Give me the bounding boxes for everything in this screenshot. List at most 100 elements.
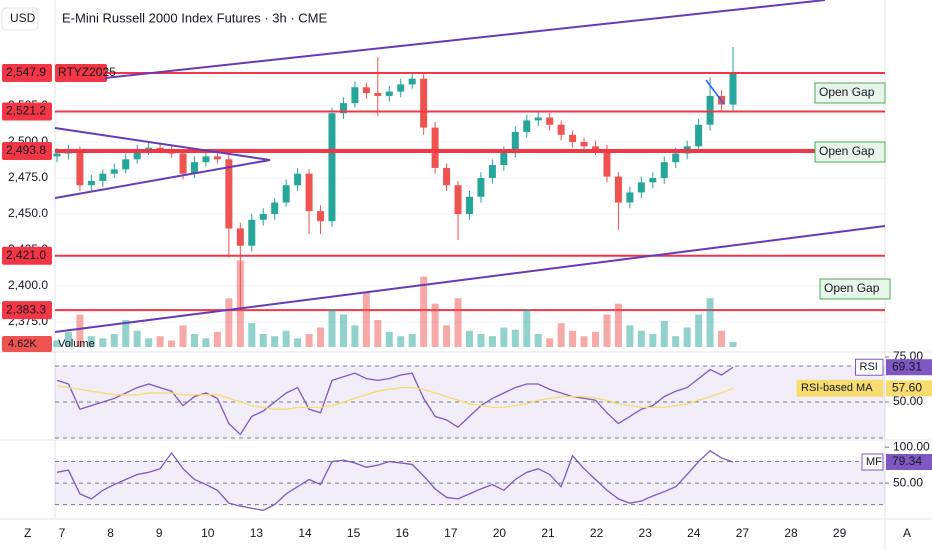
volume-bar: [511, 329, 519, 347]
volume-bar: [397, 336, 405, 347]
volume-bar: [660, 321, 668, 347]
candle-body: [202, 156, 210, 163]
volume-bar: [202, 338, 210, 347]
volume-bar: [477, 334, 485, 347]
volume-bar: [580, 336, 588, 347]
volume-bar: [454, 298, 462, 347]
candle-body: [156, 147, 164, 150]
y-tick-label: 2,475.0: [8, 170, 48, 184]
candle-body: [225, 159, 233, 229]
volume-bar: [672, 336, 680, 347]
volume-bar: [374, 319, 382, 347]
x-tick-label: 21: [541, 526, 555, 540]
candle-body: [580, 142, 588, 147]
candle-body: [294, 173, 302, 186]
currency-button[interactable]: [1, 7, 39, 31]
toolbar-right[interactable]: A: [903, 526, 911, 540]
toolbar-left[interactable]: Z: [24, 526, 31, 540]
candle-body: [431, 127, 439, 168]
trend-line: [54, 225, 886, 333]
candle-body: [122, 159, 130, 170]
volume-bar: [168, 340, 176, 347]
volume-bar: [133, 330, 141, 347]
level-label: 2,493.8: [6, 143, 46, 157]
volume-bar: [145, 338, 153, 347]
value-tag: [886, 454, 932, 471]
trend-line: [54, 127, 271, 161]
candle-body: [569, 134, 577, 143]
level-tag: [2, 64, 52, 83]
x-tick-label: 27: [736, 526, 750, 540]
volume-bar: [385, 331, 393, 347]
volume-bar: [683, 327, 691, 347]
candle-body: [603, 149, 611, 177]
candle-body: [637, 182, 645, 193]
candle-body: [557, 124, 565, 135]
x-tick-label: 7: [59, 526, 66, 540]
candle-body: [305, 173, 313, 212]
volume-bar: [53, 340, 61, 347]
gap-box: [819, 278, 891, 300]
candle-body: [213, 156, 221, 160]
trend-line: [104, 0, 826, 79]
level-tag: [2, 141, 52, 160]
candle-body: [385, 91, 393, 96]
x-tick-label: 10: [201, 526, 215, 540]
candle-body: [259, 214, 267, 220]
candle-body: [236, 228, 244, 246]
volume-bar: [213, 331, 221, 347]
indicator-line: [56, 366, 734, 436]
volume-bar: [259, 334, 267, 347]
indicator-line: [56, 385, 734, 410]
series-name-tag: [796, 379, 884, 397]
level-label: 2,547.9: [6, 65, 46, 79]
candle-body: [248, 219, 256, 246]
level-tag: [2, 246, 52, 265]
x-tick-label: 22: [590, 526, 604, 540]
volume-label: 4.62K: [8, 338, 37, 350]
volume-bar: [420, 276, 428, 347]
volume-bar: [305, 334, 313, 347]
volume-bar: [351, 325, 359, 347]
candle-body: [672, 153, 680, 163]
x-tick-label: 20: [493, 526, 507, 540]
volume-bar: [729, 341, 737, 347]
value-label: 69.31: [892, 359, 922, 373]
candle-body: [454, 185, 462, 215]
volume-bar: [488, 336, 496, 347]
x-tick-label: 17: [444, 526, 458, 540]
volume-bar: [649, 334, 657, 347]
volume-bar: [110, 334, 118, 347]
volume-bar: [443, 325, 451, 347]
candle-body: [179, 153, 187, 174]
x-tick-label: 13: [250, 526, 264, 540]
level-label: 2,521.2: [6, 104, 46, 118]
x-tick-label: 16: [396, 526, 410, 540]
x-tick-label: 8: [107, 526, 114, 540]
candle-body: [660, 162, 668, 179]
candle-body: [271, 202, 279, 215]
series-name-tag: [861, 453, 884, 471]
volume-tag: [2, 336, 52, 352]
candle-body: [706, 95, 714, 125]
volume-bar: [534, 334, 542, 347]
volume-bar: [225, 298, 233, 347]
candle-body: [649, 178, 657, 183]
candle-body: [362, 87, 370, 94]
trend-line: [705, 79, 725, 105]
volume-bar: [626, 325, 634, 347]
candle-body: [420, 78, 428, 128]
candle-body: [351, 87, 359, 104]
x-tick-label: 23: [639, 526, 653, 540]
volume-bar: [122, 319, 130, 347]
volume-bar: [695, 314, 703, 347]
candle-body: [592, 146, 600, 150]
candle-body: [614, 176, 622, 203]
y-tick-label: 50.00: [893, 394, 923, 408]
trend-line: [54, 159, 271, 199]
value-tag: [886, 359, 932, 376]
gap-label: Open Gap: [819, 144, 875, 158]
candle-body: [328, 113, 336, 222]
gap-box: [814, 141, 886, 163]
